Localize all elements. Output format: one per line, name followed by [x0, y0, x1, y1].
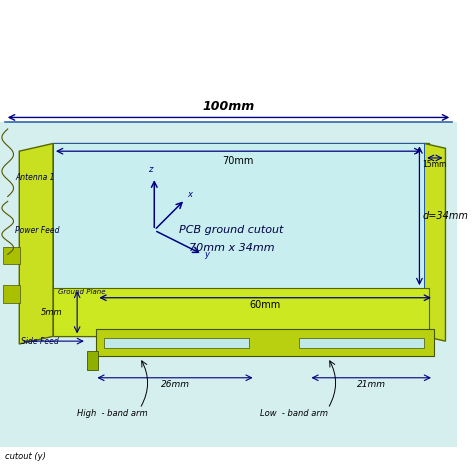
Text: PCB ground cutout: PCB ground cutout	[179, 225, 283, 235]
Text: 60mm: 60mm	[249, 300, 281, 310]
Bar	[3, 285, 20, 302]
Text: Side Feed: Side Feed	[21, 337, 59, 346]
Text: 70mm x 34mm: 70mm x 34mm	[189, 243, 274, 253]
Bar	[0, 122, 457, 447]
Bar	[104, 338, 249, 348]
Text: 15mm: 15mm	[423, 160, 447, 169]
Polygon shape	[19, 144, 53, 344]
Bar	[87, 351, 98, 370]
Text: Low  - band arm: Low - band arm	[260, 409, 328, 418]
Text: 26mm: 26mm	[161, 380, 190, 389]
Text: Ground Plane: Ground Plane	[58, 289, 105, 295]
Text: z: z	[148, 165, 153, 174]
Polygon shape	[424, 144, 446, 341]
Text: 100mm: 100mm	[202, 100, 255, 113]
Text: cutout (y): cutout (y)	[5, 452, 46, 461]
Text: 70mm: 70mm	[222, 156, 254, 166]
Text: x: x	[187, 191, 192, 200]
Text: 21mm: 21mm	[357, 380, 386, 389]
Bar	[299, 338, 424, 348]
Bar	[53, 144, 424, 288]
Bar	[3, 246, 20, 264]
Text: y: y	[204, 250, 210, 259]
Text: Antenna 1: Antenna 1	[16, 173, 55, 182]
Text: Power Feed: Power Feed	[16, 226, 60, 235]
Bar	[53, 144, 429, 337]
Text: d=34mm: d=34mm	[422, 211, 468, 221]
Bar	[96, 328, 434, 356]
Bar	[53, 288, 429, 337]
Text: High  - band arm: High - band arm	[77, 409, 148, 418]
Text: 5mm: 5mm	[41, 308, 63, 317]
